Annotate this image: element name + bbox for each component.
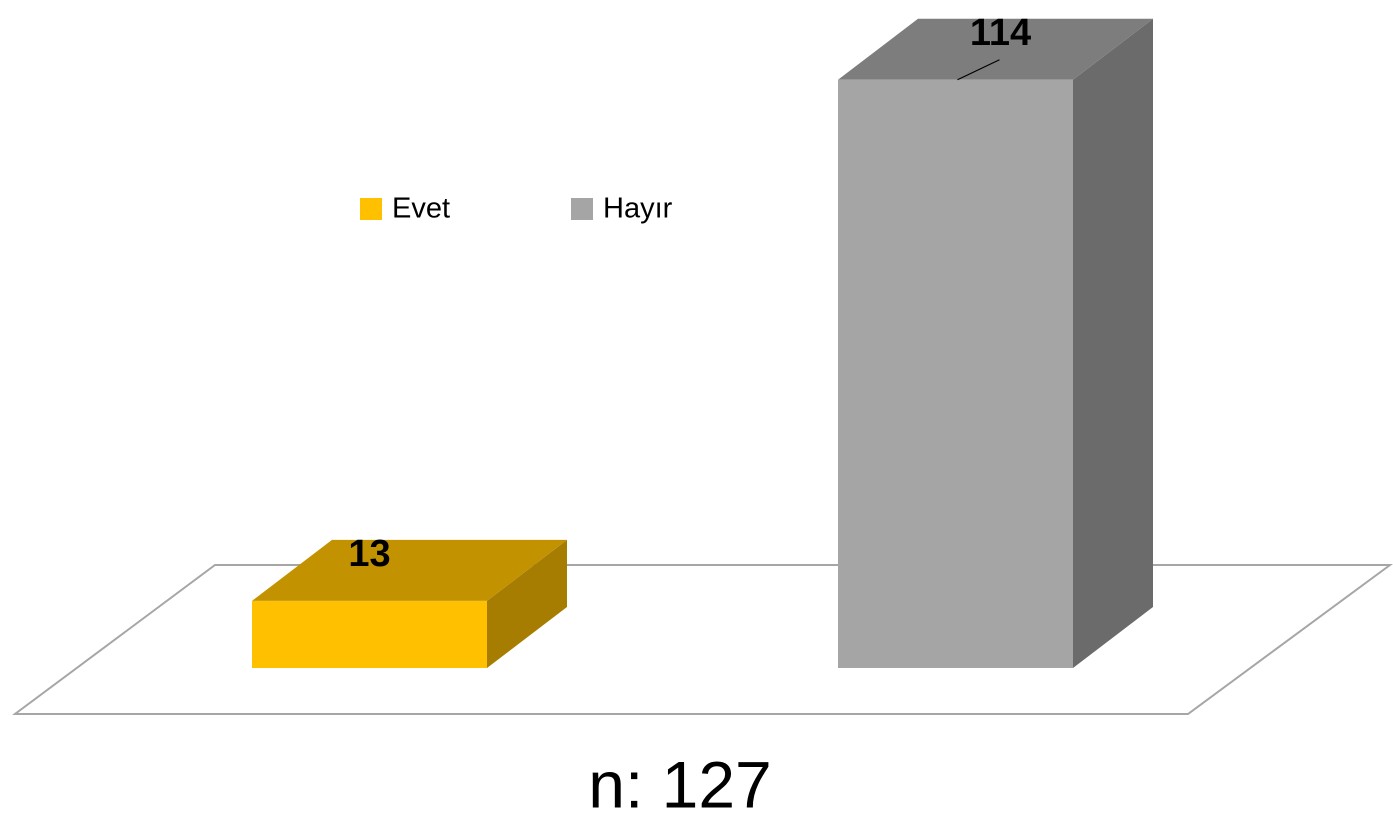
bar-top	[838, 18, 1153, 80]
leader-line	[957, 59, 1000, 81]
bar-side	[487, 539, 567, 668]
bar	[838, 79, 1073, 668]
data-label: 114	[970, 12, 1031, 54]
annotation: n: 127	[588, 747, 772, 821]
data-label: 13	[348, 533, 390, 575]
legend-label: Evet	[392, 193, 450, 225]
floor	[11, 564, 1393, 715]
bar-top	[252, 539, 567, 601]
legend-swatch	[360, 198, 382, 220]
bar	[252, 600, 487, 668]
legend-swatch	[571, 198, 593, 220]
legend-label: Hayır	[603, 193, 673, 225]
bar-side	[1073, 18, 1153, 668]
